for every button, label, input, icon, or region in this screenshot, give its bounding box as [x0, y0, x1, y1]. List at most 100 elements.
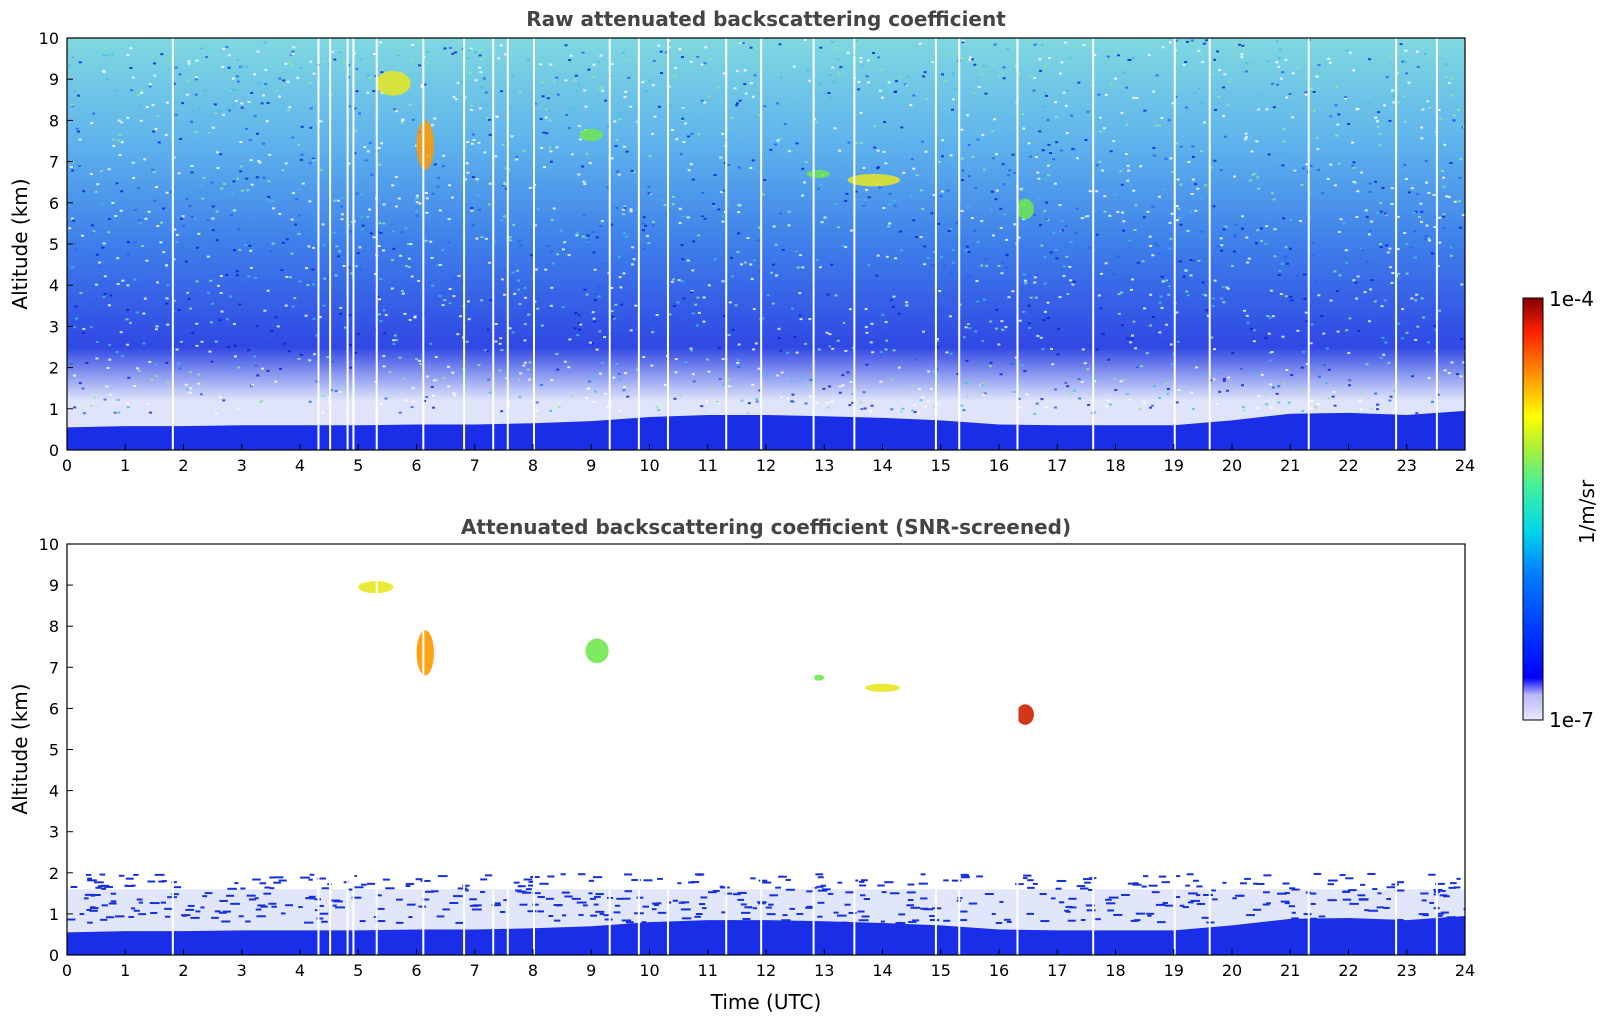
noise-speck: [593, 268, 597, 271]
noise-speck: [153, 199, 157, 202]
noise-speck: [1272, 198, 1276, 201]
noise-speck: [876, 254, 880, 257]
noise-speck: [382, 309, 386, 312]
noise-speck: [99, 170, 103, 173]
noise-speck: [142, 342, 146, 345]
noise-speck: [398, 411, 402, 414]
noise-speck: [777, 337, 781, 340]
noise-speck: [1400, 338, 1404, 341]
noise-speck: [203, 89, 207, 92]
speckle-dash: [769, 894, 778, 897]
noise-speck: [1442, 215, 1446, 218]
noise-speck: [1209, 379, 1213, 382]
noise-speck: [140, 89, 144, 92]
noise-speck: [1201, 293, 1205, 296]
noise-speck: [689, 60, 693, 63]
noise-speck: [286, 80, 290, 83]
noise-speck: [433, 163, 437, 166]
noise-speck: [431, 406, 435, 409]
noise-speck: [832, 80, 836, 83]
noise-speck: [713, 258, 717, 261]
speckle-dash: [960, 919, 968, 922]
noise-speck: [1301, 410, 1305, 413]
noise-speck: [848, 308, 852, 311]
noise-speck: [989, 361, 993, 364]
noise-speck: [523, 286, 527, 289]
speckle-dash: [254, 897, 259, 900]
speckle-dash: [860, 879, 868, 882]
noise-speck: [1377, 111, 1381, 114]
noise-speck: [130, 89, 134, 92]
y-tick-label: 7: [49, 153, 59, 172]
speckle-dash: [695, 873, 705, 876]
noise-speck: [964, 382, 968, 385]
noise-speck: [307, 245, 311, 248]
noise-speck: [388, 370, 392, 373]
noise-speck: [881, 314, 885, 317]
noise-speck: [320, 333, 324, 336]
noise-speck: [379, 320, 383, 323]
speckle-dash: [245, 920, 251, 923]
speckle-dash: [252, 878, 261, 881]
noise-speck: [519, 244, 523, 247]
noise-speck: [1201, 60, 1205, 63]
noise-speck: [882, 150, 886, 153]
noise-speck: [384, 397, 388, 400]
speckle-dash: [195, 910, 201, 913]
noise-speck: [102, 69, 106, 72]
noise-speck: [312, 317, 316, 320]
speckle-dash: [561, 914, 567, 917]
noise-speck: [255, 324, 259, 327]
speckle-dash: [1291, 911, 1296, 914]
noise-speck: [1123, 278, 1127, 281]
noise-speck: [830, 96, 834, 99]
x-tick-label: 23: [1397, 456, 1417, 475]
noise-speck: [905, 315, 909, 318]
noise-speck: [860, 141, 864, 144]
speckle-dash: [1032, 882, 1038, 885]
speckle-dash: [214, 910, 221, 913]
noise-speck: [234, 89, 238, 92]
noise-speck: [993, 43, 997, 46]
noise-speck: [799, 318, 803, 321]
noise-speck: [377, 147, 381, 150]
noise-speck: [1045, 201, 1049, 204]
speckle-dash: [689, 920, 699, 923]
noise-speck: [1122, 220, 1126, 223]
noise-speck: [456, 333, 460, 336]
noise-speck: [746, 237, 750, 240]
noise-speck: [1054, 101, 1058, 104]
speckle-dash: [452, 895, 463, 898]
noise-speck: [864, 308, 868, 311]
speckle-dash: [298, 906, 303, 909]
speckle-dash: [1263, 891, 1270, 894]
noise-speck: [110, 53, 114, 56]
noise-speck: [949, 352, 953, 355]
noise-speck: [570, 395, 574, 398]
speckle-dash: [781, 919, 791, 922]
x-tick-label: 21: [1280, 456, 1300, 475]
noise-speck: [1193, 92, 1197, 95]
noise-speck: [1161, 280, 1165, 283]
noise-speck: [431, 284, 435, 287]
noise-speck: [1389, 266, 1393, 269]
noise-speck: [1385, 76, 1389, 79]
noise-speck: [1176, 340, 1180, 343]
noise-speck: [285, 275, 289, 278]
noise-speck: [74, 317, 78, 320]
noise-speck: [82, 412, 86, 415]
speckle-dash: [1196, 885, 1203, 888]
data-gap: [853, 38, 856, 450]
noise-speck: [451, 371, 455, 374]
noise-speck: [206, 255, 210, 258]
noise-speck: [1049, 152, 1053, 155]
noise-speck: [819, 184, 823, 187]
noise-speck: [774, 293, 778, 296]
noise-speck: [729, 170, 733, 173]
noise-speck: [291, 192, 295, 195]
cloud-feature: [865, 683, 900, 692]
noise-speck: [879, 380, 883, 383]
speckle-dash: [1456, 877, 1461, 880]
speckle-dash: [503, 899, 508, 902]
noise-speck: [721, 215, 725, 218]
